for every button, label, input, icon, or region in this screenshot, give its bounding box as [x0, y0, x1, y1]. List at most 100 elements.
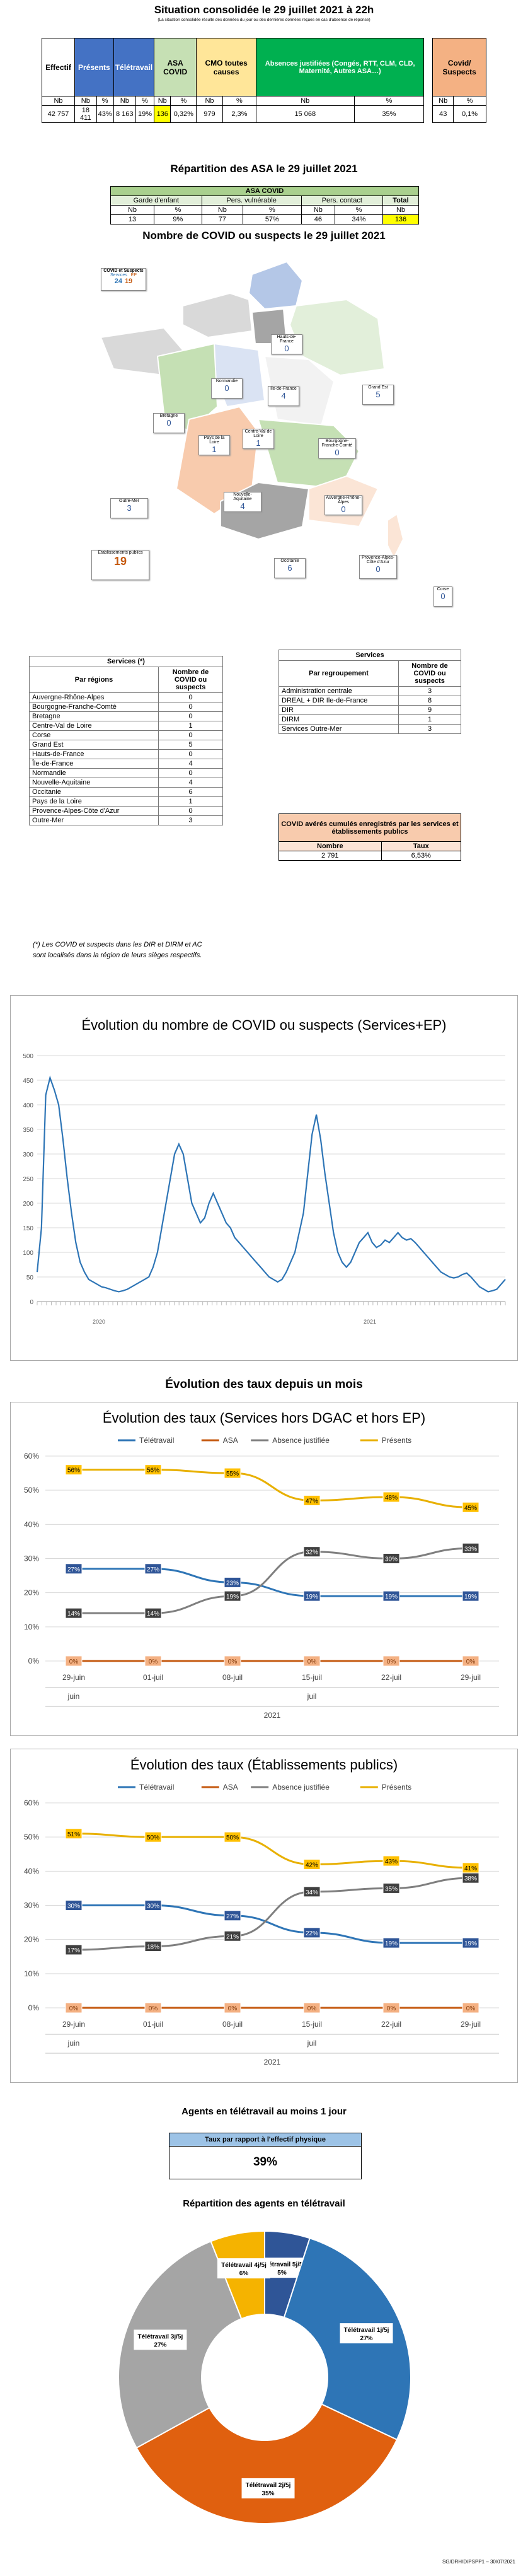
- cumul-col2: Taux: [381, 841, 462, 851]
- y-tick-label: 10%: [24, 1623, 39, 1631]
- group-count: 1: [398, 714, 461, 725]
- data-label: 45%: [464, 1505, 477, 1512]
- table-row: Outre-Mer 3: [29, 815, 223, 825]
- legend-label: Télétravail: [139, 1783, 174, 1792]
- data-label-box: [224, 2002, 241, 2014]
- table-row: DIR 9: [278, 705, 461, 715]
- table-row: Hauts-de-France 0: [29, 749, 223, 759]
- sub-pct: %: [222, 96, 257, 106]
- series-line: [74, 1904, 471, 1944]
- region-count: 6: [158, 787, 223, 797]
- y-tick-label: 400: [23, 1102, 33, 1109]
- data-label: 18%: [147, 1944, 159, 1951]
- data-label: 30%: [385, 1556, 398, 1563]
- x-tick-label: 22-juil: [381, 1673, 401, 1682]
- sub-nb: Nb: [256, 96, 355, 106]
- asa-sub: %: [335, 205, 383, 215]
- map-box-bretagne: Bretagne 0: [153, 413, 185, 433]
- data-label-box: [303, 2002, 321, 2014]
- data-label-box: [382, 1590, 400, 1602]
- data-label: 0%: [466, 2005, 476, 2012]
- services-groups-col1: Par regroupement: [278, 660, 399, 687]
- y-tick-label: 500: [23, 1053, 33, 1060]
- data-label-box: [65, 1944, 83, 1955]
- data-label: 19%: [385, 1940, 398, 1947]
- year-label: 2021: [264, 2058, 281, 2066]
- table-row: DIRM 1: [278, 714, 461, 725]
- data-label-box: [462, 1655, 479, 1667]
- y-tick-label: 350: [23, 1127, 33, 1134]
- pie-label-value: 5%: [277, 2270, 287, 2276]
- data-label-box: [65, 1464, 83, 1476]
- data-label-box: [303, 1886, 321, 1897]
- data-label: 0%: [69, 2005, 79, 2012]
- data-label-box: [224, 1831, 241, 1843]
- data-label: 0%: [69, 1658, 79, 1665]
- x-tick-label: 29-juil: [461, 2020, 481, 2029]
- y-tick-label: 60%: [24, 1798, 39, 1807]
- data-label-box: [303, 1495, 321, 1506]
- group-name: Administration centrale: [278, 686, 399, 696]
- pie-label-value: 27%: [360, 2335, 373, 2342]
- data-label: 0%: [149, 2005, 158, 2012]
- table-row: Administration centrale 3: [278, 686, 461, 696]
- y-tick-label: 450: [23, 1078, 33, 1085]
- sub-pct: %: [453, 96, 486, 106]
- data-label-box: [224, 1910, 241, 1921]
- map-box-ep: Etablissements publics 19: [91, 550, 149, 580]
- y-tick-label: 300: [23, 1151, 33, 1158]
- legend-label: Présents: [382, 1436, 411, 1445]
- value-effectif: 42 757: [42, 105, 75, 123]
- map-box-grand-est: Grand Est 5: [362, 385, 394, 405]
- asa-value: 46: [301, 214, 336, 224]
- legend-label: Absence justifiée: [272, 1783, 330, 1792]
- map-box-centre: Centre-Val de Loire 1: [243, 429, 274, 449]
- value-presents-nb: 18 411: [74, 105, 97, 123]
- region-name: Hauts-de-France: [29, 749, 159, 759]
- cumul-value-nombre: 2 791: [278, 851, 382, 861]
- map-box-nouvelle-aquitaine: Nouvelle-Aquitaine 4: [224, 492, 261, 512]
- evolution-chart-frame: Évolution du nombre de COVID ou suspects…: [10, 995, 518, 1361]
- group-name: DIRM: [278, 714, 399, 725]
- value-asa-nb: 136: [154, 105, 171, 123]
- y-tick-label: 250: [23, 1176, 33, 1183]
- value-teletravail-pct: 19%: [135, 105, 155, 123]
- map-box-corse: Corse 0: [433, 586, 452, 607]
- data-label: 56%: [67, 1467, 80, 1474]
- value-absences-nb: 15 068: [256, 105, 355, 123]
- series-line: [73, 1568, 471, 1597]
- data-label: 30%: [147, 1903, 159, 1910]
- asa-value: 57%: [243, 214, 302, 224]
- data-label-box: [382, 1655, 400, 1667]
- services-footnote: (*) Les COVID et suspects dans les DIR e…: [33, 941, 202, 959]
- header-absences: Absences justifiées (Congés, RTT, CLM, C…: [256, 38, 425, 96]
- sub-nb: Nb: [154, 96, 171, 106]
- group-name: Services Outre-Mer: [278, 724, 399, 734]
- y-tick-label: 30%: [24, 1901, 39, 1910]
- asa-col-vulnerable: Pers. vulnérable: [201, 195, 302, 206]
- region-name: Occitanie: [29, 787, 159, 797]
- month-label: juil: [307, 1692, 317, 1701]
- region-name: Provence-Alpes-Côte d'Azur: [29, 806, 159, 816]
- data-label: 33%: [464, 1546, 477, 1553]
- data-label: 27%: [67, 1566, 80, 1573]
- region-name: Île-de-France: [29, 759, 159, 769]
- asa-col-contact: Pers. contact: [301, 195, 384, 206]
- x-tick-label: 15-juil: [302, 2020, 322, 2029]
- value-absences-pct: 35%: [353, 105, 425, 123]
- region-bourgogne: [263, 355, 335, 427]
- region-name: Corse: [29, 730, 159, 740]
- map-box-paca: Provence-Alpes-Côte d'Azur 0: [359, 555, 397, 579]
- y-tick-label: 50%: [24, 1833, 39, 1841]
- series-line: [73, 1833, 471, 1869]
- data-label-box: [224, 1930, 241, 1942]
- data-label-box: [224, 1590, 241, 1602]
- data-label: 14%: [67, 1611, 80, 1617]
- y-tick-label: 50%: [24, 1486, 39, 1495]
- data-label-box: [382, 2002, 400, 2014]
- region-name: Centre-Val de Loire: [29, 721, 159, 731]
- pie-label-box: [241, 2478, 295, 2498]
- legend-label: ASA: [223, 1436, 238, 1445]
- cumul-col1: Nombre: [278, 841, 382, 851]
- data-label: 43%: [385, 1858, 398, 1865]
